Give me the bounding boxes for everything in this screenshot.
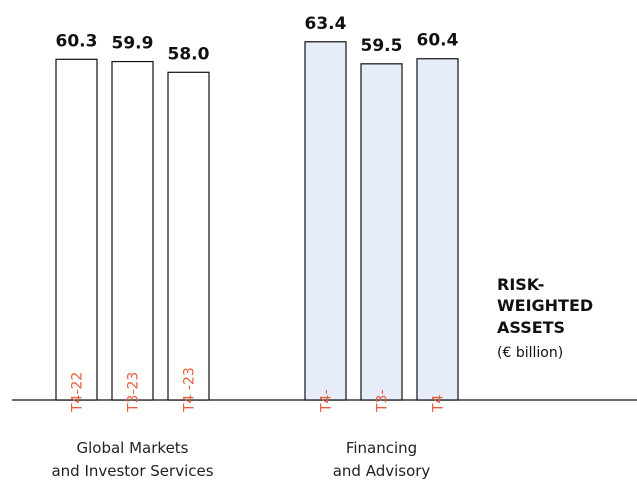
title-line: RISK- [497, 275, 544, 294]
clip-group: T4 -23 [431, 367, 447, 413]
clip-group: T3-23 [375, 372, 391, 413]
bar [111, 60, 154, 401]
value-label: 60.3 [56, 31, 98, 51]
series-label: T4-22 [70, 372, 86, 413]
series-label: T4-22 [319, 372, 335, 413]
series-label: T4 -23 [182, 367, 198, 413]
title-line: WEIGHTED [497, 296, 593, 315]
series-label: T4 -23 [431, 367, 447, 413]
subtitle: (€ billion) [497, 345, 563, 361]
value-label: 58.0 [168, 44, 210, 64]
bar [55, 58, 98, 401]
value-label: 63.4 [305, 14, 347, 34]
value-label: 60.4 [417, 31, 459, 51]
value-label: 59.5 [361, 36, 403, 56]
value-label: 59.9 [112, 34, 154, 54]
series-label: T3-23 [375, 372, 391, 413]
category-label: and Investor Services [51, 462, 213, 480]
bar [304, 41, 347, 401]
bar [360, 63, 403, 401]
bar [416, 58, 459, 401]
title-line: ASSETS [497, 318, 565, 337]
category-label: Financing [346, 439, 417, 457]
category-label: and Advisory [333, 462, 431, 480]
series-label: T3-23 [126, 372, 142, 413]
bar [167, 71, 210, 401]
clip-group: T4-22 [319, 372, 335, 413]
category-label: Global Markets [77, 439, 189, 457]
